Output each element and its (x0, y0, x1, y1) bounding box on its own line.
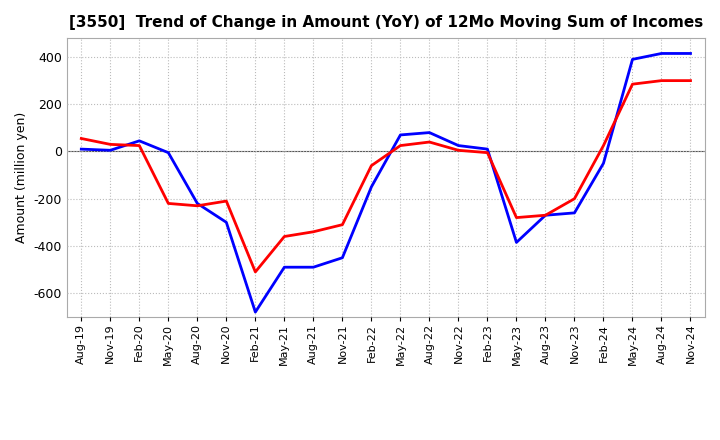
Net Income (599, 143, 608, 148)
Ordinary Income (77, 147, 86, 152)
Net Income (454, 148, 463, 153)
Net Income (338, 222, 347, 227)
Line: Net Income: Net Income (81, 81, 690, 272)
Ordinary Income (309, 264, 318, 270)
Net Income (425, 139, 433, 145)
Net Income (280, 234, 289, 239)
Ordinary Income (338, 255, 347, 260)
Ordinary Income (164, 150, 173, 155)
Net Income (77, 136, 86, 141)
Ordinary Income (280, 264, 289, 270)
Net Income (164, 201, 173, 206)
Line: Ordinary Income: Ordinary Income (81, 54, 690, 312)
Ordinary Income (106, 148, 114, 153)
Net Income (193, 203, 202, 209)
Ordinary Income (251, 309, 260, 315)
Ordinary Income (135, 138, 143, 143)
Net Income (251, 269, 260, 275)
Title: [3550]  Trend of Change in Amount (YoY) of 12Mo Moving Sum of Incomes: [3550] Trend of Change in Amount (YoY) o… (69, 15, 703, 30)
Net Income (570, 196, 579, 202)
Net Income (309, 229, 318, 235)
Net Income (367, 163, 376, 168)
Net Income (657, 78, 666, 83)
Net Income (222, 198, 230, 204)
Ordinary Income (512, 240, 521, 245)
Y-axis label: Amount (million yen): Amount (million yen) (15, 112, 28, 243)
Ordinary Income (367, 184, 376, 190)
Ordinary Income (396, 132, 405, 138)
Net Income (686, 78, 695, 83)
Ordinary Income (193, 201, 202, 206)
Ordinary Income (483, 147, 492, 152)
Ordinary Income (628, 57, 636, 62)
Net Income (512, 215, 521, 220)
Ordinary Income (541, 213, 550, 218)
Ordinary Income (657, 51, 666, 56)
Net Income (135, 143, 143, 148)
Net Income (483, 150, 492, 155)
Net Income (541, 213, 550, 218)
Ordinary Income (454, 143, 463, 148)
Ordinary Income (425, 130, 433, 135)
Ordinary Income (222, 220, 230, 225)
Ordinary Income (686, 51, 695, 56)
Net Income (106, 142, 114, 147)
Ordinary Income (570, 210, 579, 216)
Ordinary Income (599, 161, 608, 166)
Net Income (628, 81, 636, 87)
Net Income (396, 143, 405, 148)
